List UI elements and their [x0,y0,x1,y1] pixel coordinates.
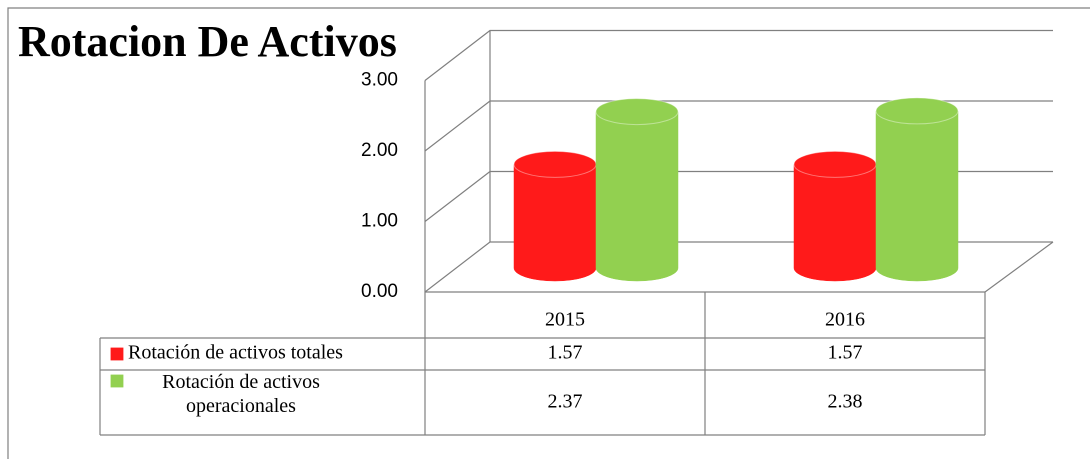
bar-top [793,150,877,178]
bar [793,164,877,282]
bar-top [513,150,597,178]
bar [595,111,679,282]
chart-title: Rotacion De Activos [18,17,397,66]
bar-top [875,97,959,125]
legend-key [110,374,124,388]
x-tick-label: 2015 [545,309,585,331]
table-value: 2.38 [828,391,863,413]
legend-label: Rotación de activos operacionales [162,371,320,417]
y-tick-label: 2.00 [361,140,398,161]
chart-frame [7,7,1090,459]
y-tick-label: 3.00 [361,70,398,91]
floor-edge [984,241,1054,293]
bar [875,110,959,282]
table-value: 1.57 [548,342,583,364]
bar-top [595,98,679,126]
grid-line [424,100,1053,152]
table-value: 1.57 [828,342,863,364]
table-value: 2.37 [548,391,583,413]
y-tick-label: 1.00 [361,211,398,232]
legend-label-box: Rotación de activos operacionales [162,371,320,417]
grid-line [424,29,1053,81]
legend-key [110,347,124,361]
x-tick-label: 2016 [825,309,865,331]
legend-label: Rotación de activos totales [128,342,343,364]
bar [513,164,597,282]
y-tick-label: 0.00 [361,281,398,302]
